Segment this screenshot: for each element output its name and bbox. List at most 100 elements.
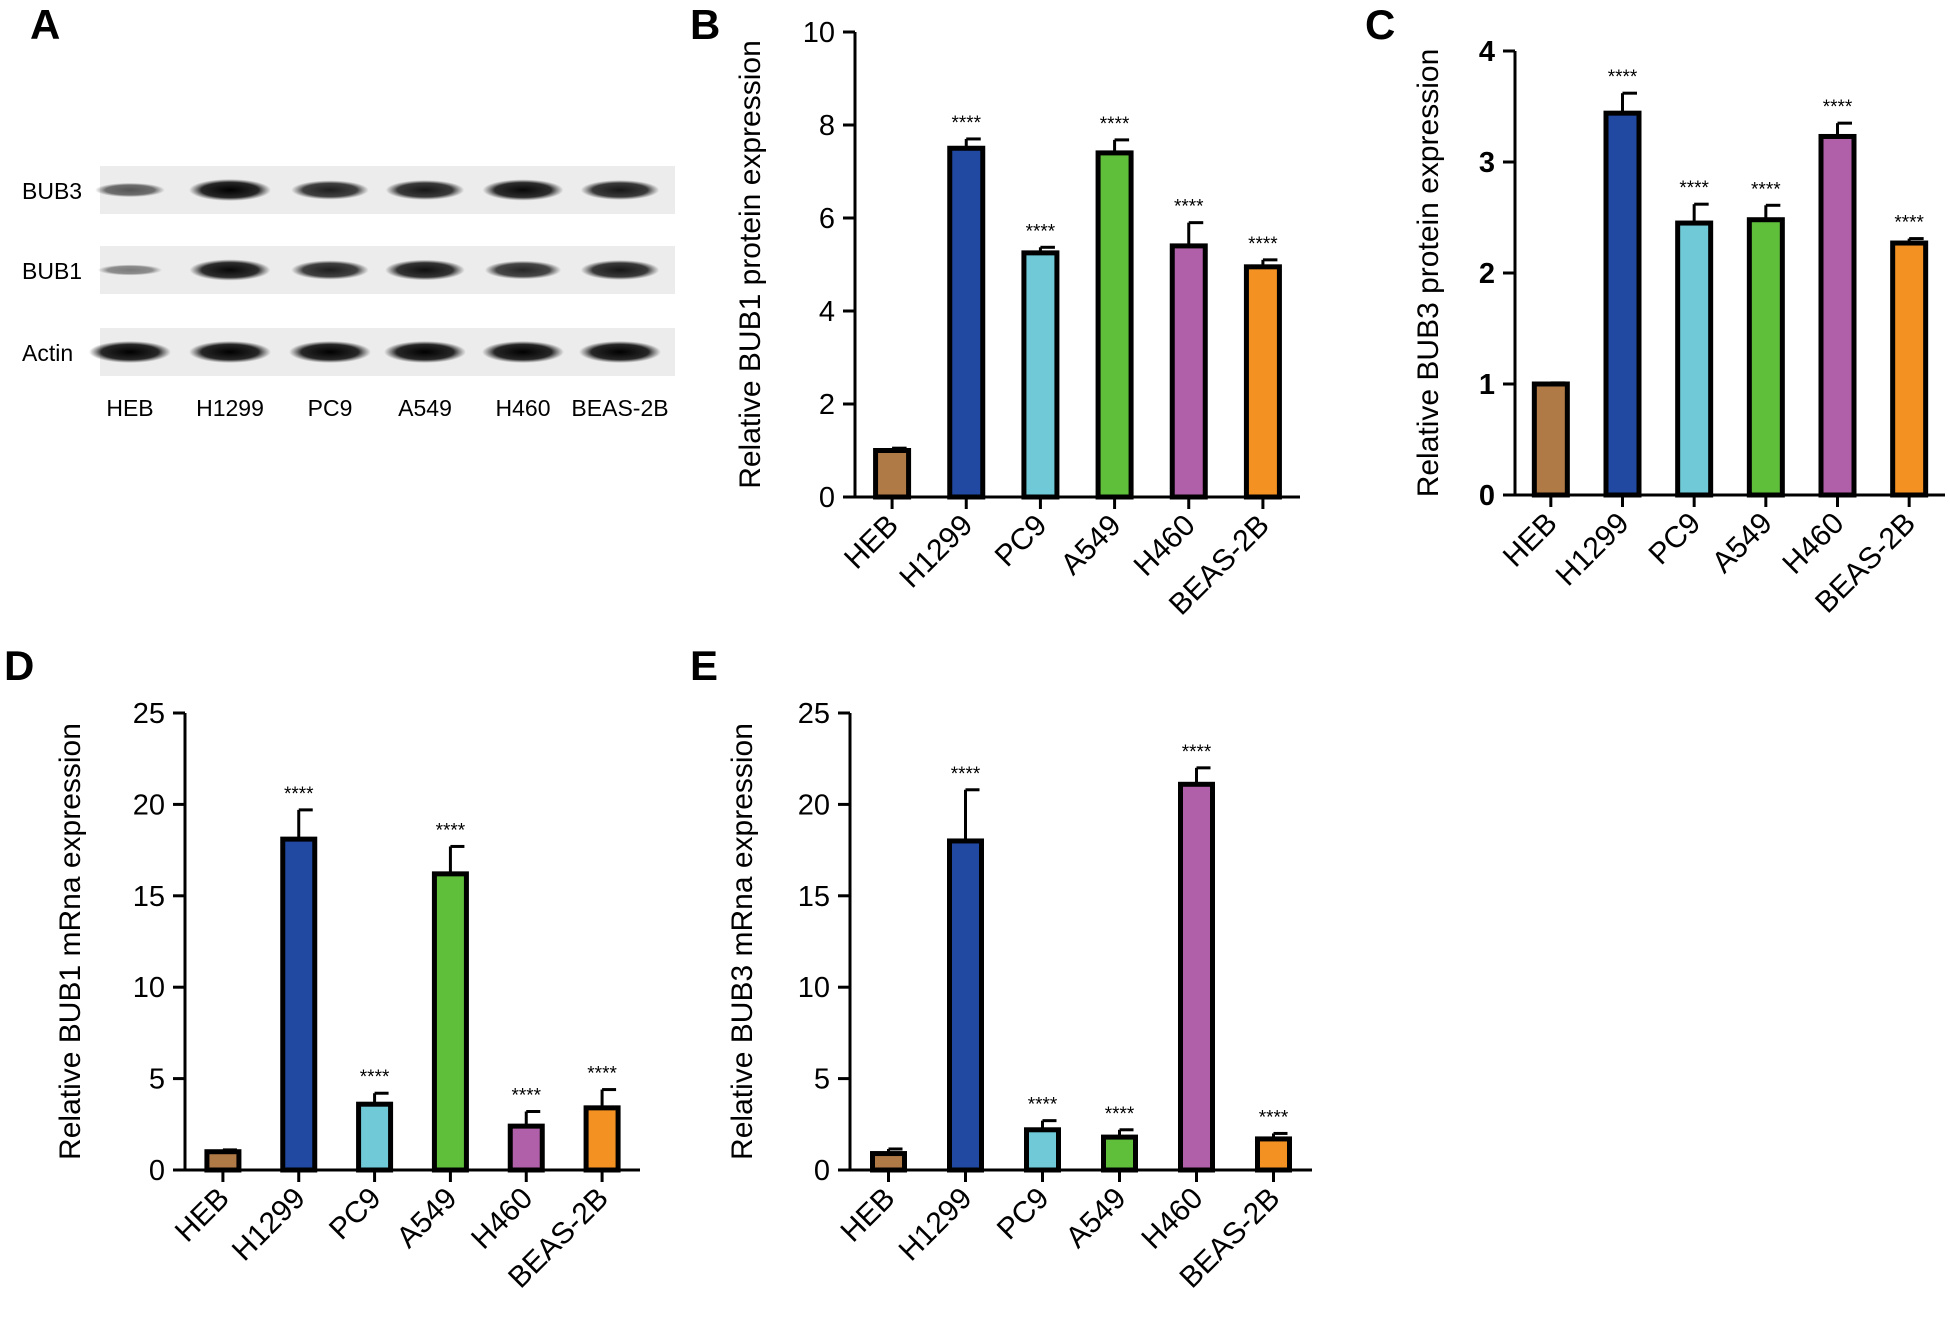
- blot-band-bub1-h460: [484, 260, 562, 280]
- bar-a549: [431, 871, 469, 1173]
- bar-beas-2b: [583, 1105, 621, 1173]
- significance-label-h1299: ****: [1608, 67, 1638, 88]
- blot-band-bub3-a549: [385, 180, 465, 200]
- y-tick-label: 8: [819, 110, 835, 142]
- significance-label-pc9: ****: [1679, 178, 1709, 199]
- y-tick-label: 0: [819, 482, 835, 514]
- significance-label-h460: ****: [1182, 742, 1212, 763]
- chart-c: 0 1 2 3 4 Relative BUB3 protein expression HEB…: [1412, 36, 1945, 620]
- significance-label-a549: ****: [436, 820, 466, 841]
- blot-band-actin-beas-2b: [579, 341, 661, 363]
- y-tick-label: 15: [133, 881, 165, 913]
- panel-b-letter: B: [690, 1, 721, 48]
- western-blot: BUB3 BUB1 Actin HEB H1299 PC9 A549 H460 BEAS-2B: [22, 166, 675, 421]
- blot-band-bub3-pc9: [291, 180, 369, 200]
- bar-h460: [1178, 781, 1215, 1173]
- y-axis-label: Relative BUB1 mRna expression: [54, 723, 87, 1160]
- bar-h460: [1818, 133, 1857, 498]
- bar-h1299: [280, 836, 318, 1173]
- y-tick-label: 3: [1479, 147, 1495, 179]
- significance-label-h460: ****: [511, 1086, 541, 1107]
- y-tick-label: 15: [798, 881, 830, 913]
- chart-b: 0 2 4 6 8 10 Relative BUB1 protein expression H…: [734, 17, 1300, 622]
- x-tick-label-h1299: H1299: [893, 1182, 979, 1268]
- bar-h460: [1169, 243, 1208, 500]
- blot-band-actin-h1299: [189, 341, 271, 363]
- blot-band-bub1-pc9: [291, 260, 369, 280]
- significance-label-beas-2b: ****: [1259, 1107, 1289, 1128]
- x-tick-label-heb: HEB: [838, 509, 905, 576]
- y-axis-label: Relative BUB3 mRna expression: [726, 723, 759, 1160]
- x-tick-label-pc9: PC9: [323, 1182, 388, 1247]
- panel-e-letter: E: [690, 642, 719, 689]
- y-tick-label: 25: [133, 698, 165, 730]
- bar-a549: [1101, 1134, 1138, 1173]
- x-tick-label-a549: A549: [1706, 507, 1779, 580]
- x-tick-label-h1299: H1299: [226, 1182, 312, 1268]
- x-tick-label-pc9: PC9: [991, 1182, 1056, 1247]
- blot-lane-label-a549: A549: [398, 395, 452, 421]
- significance-label-beas-2b: ****: [587, 1064, 617, 1085]
- significance-label-h460: ****: [1174, 197, 1204, 218]
- bar-pc9: [356, 1101, 394, 1173]
- blot-lane-label-h1299: H1299: [196, 395, 264, 421]
- significance-label-pc9: ****: [1026, 221, 1056, 242]
- blot-band-bub1-a549: [385, 259, 465, 281]
- bar-heb: [1531, 381, 1570, 498]
- blot-band-bub3-h1299: [189, 179, 271, 201]
- bar-h460: [507, 1123, 545, 1173]
- blot-lane-label-h460: H460: [496, 395, 551, 421]
- y-tick-label: 4: [1479, 36, 1495, 68]
- blot-row-label-actin: Actin: [22, 340, 73, 366]
- significance-label-h1299: ****: [951, 113, 981, 134]
- blot-band-bub1-heb: [97, 264, 163, 276]
- chart-e: 0 5 10 15 20 25 Relative BUB3 mRna expression H…: [726, 698, 1312, 1295]
- y-tick-label: 10: [133, 972, 165, 1004]
- bar-h1299: [947, 838, 984, 1173]
- y-tick-label: 10: [803, 17, 835, 49]
- x-tick-label-heb: HEB: [169, 1182, 236, 1249]
- blot-band-bub3-h460: [482, 179, 564, 201]
- y-tick-label: 2: [819, 389, 835, 421]
- blot-band-bub3-beas-2b: [580, 180, 660, 200]
- x-tick-label-pc9: PC9: [1643, 507, 1708, 572]
- panel-a-letter: A: [30, 1, 61, 48]
- bar-a549: [1746, 217, 1785, 498]
- significance-label-h460: ****: [1823, 97, 1853, 118]
- bar-heb: [870, 1151, 907, 1173]
- y-tick-label: 25: [798, 698, 830, 730]
- x-tick-label-h1299: H1299: [893, 509, 979, 595]
- x-tick-label-heb: HEB: [834, 1182, 901, 1249]
- significance-label-pc9: ****: [360, 1067, 390, 1088]
- x-tick-label-a549: A549: [1060, 1182, 1133, 1255]
- x-tick-label-pc9: PC9: [989, 509, 1054, 574]
- panel-c-letter: C: [1365, 1, 1396, 48]
- panel-d-letter: D: [4, 642, 35, 689]
- significance-label-beas-2b: ****: [1894, 213, 1924, 234]
- blot-band-actin-a549: [384, 341, 466, 363]
- significance-label-pc9: ****: [1028, 1095, 1058, 1116]
- y-axis-label: Relative BUB1 protein expression: [734, 40, 767, 489]
- y-tick-label: 0: [814, 1155, 830, 1187]
- bar-a549: [1095, 150, 1134, 500]
- x-tick-label-a549: A549: [1055, 509, 1128, 582]
- blot-band-actin-h460: [482, 341, 564, 363]
- significance-label-h1299: ****: [284, 784, 314, 805]
- blot-lane-label-heb: HEB: [106, 395, 153, 421]
- blot-row-label-bub1: BUB1: [22, 258, 82, 284]
- y-tick-label: 20: [798, 789, 830, 821]
- blot-band-bub1-h1299: [189, 259, 271, 281]
- blot-lane-label-pc9: PC9: [308, 395, 353, 421]
- bar-beas-2b: [1255, 1136, 1292, 1173]
- y-tick-label: 2: [1479, 258, 1495, 290]
- y-tick-label: 0: [1479, 480, 1495, 512]
- x-tick-label-h460: H460: [1135, 1182, 1209, 1256]
- y-tick-label: 4: [819, 296, 835, 328]
- significance-label-beas-2b: ****: [1248, 234, 1278, 255]
- bar-pc9: [1675, 220, 1714, 498]
- chart-d: 0 5 10 15 20 25 Relative BUB1 mRna expression H…: [54, 698, 640, 1295]
- blot-row-label-bub3: BUB3: [22, 178, 82, 204]
- bar-pc9: [1024, 1127, 1061, 1173]
- blot-band-actin-heb: [89, 341, 171, 363]
